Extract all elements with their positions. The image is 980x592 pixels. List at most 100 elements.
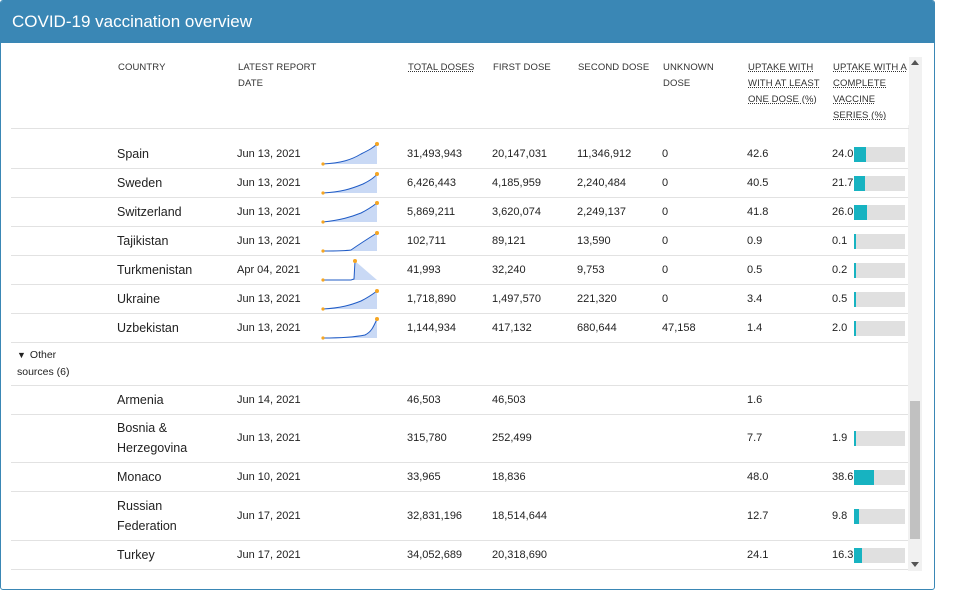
sparkline [321,140,383,168]
table-row[interactable]: Armenia Jun 14, 2021 46,503 46,503 1.6 [11,386,909,415]
table-row-partial [11,118,909,129]
table-row[interactable]: Russian Federation Jun 17, 2021 32,831,196… [11,492,909,541]
scroll-up-arrow-icon[interactable] [911,60,919,65]
sparkline-end-dot [375,231,379,235]
uptake-bar-fill [854,547,863,563]
header-country[interactable]: COUNTRY [118,62,166,73]
sparkline [321,227,383,255]
collapse-triangle-icon[interactable]: ▼ [17,350,26,360]
report-date: Jun 10, 2021 [237,471,301,483]
sparkline-chart [321,201,379,224]
sparkline-start-dot [321,162,325,166]
first-dose: 1,497,570 [492,293,541,305]
sparkline-end-dot [375,142,379,146]
country-name: Ukraine [117,292,161,306]
panel-title: COVID-19 vaccination overview [1,1,934,43]
vertical-scrollbar[interactable] [908,57,922,571]
uptake-bar-track [854,547,905,563]
sparkline-line [322,202,378,223]
uptake-bar-track [854,430,905,446]
scroll-thumb[interactable] [910,401,920,539]
uptake-at-least-one: 1.4 [747,322,763,334]
uptake-bar-track [854,262,905,278]
country-name: Turkmenistan [117,263,193,277]
table-row[interactable]: Turkey Jun 17, 2021 34,052,689 20,318,690 24… [11,541,909,570]
first-dose: 32,240 [492,264,526,276]
header-first-dose[interactable]: FIRST DOSE [493,62,551,73]
table-viewport: COUNTRY LATEST REPORT DATE TOTAL DOSES F… [1,43,921,573]
sparkline-chart [321,142,379,166]
table-row[interactable]: Uzbekistan Jun 13, 2021 1,144,934 417,132 68… [11,314,909,343]
uptake-at-least-one: 24.1 [747,549,769,561]
uptake-at-least-one: 0.9 [747,235,763,247]
country-name: Armenia [117,393,164,407]
sparkline-line [322,143,378,165]
uptake-bar-track [854,204,905,220]
uptake-at-least-one: 48.0 [747,471,769,483]
uptake-complete: 1.9 [832,432,848,444]
unknown-dose: 0 [662,177,669,189]
uptake-complete: 21.7 [832,177,854,189]
table-row[interactable]: Ukraine Jun 13, 2021 1,718,890 1,497,570 221… [11,285,909,314]
group-row-other-sources[interactable]: ▼ Other sources (6) [11,343,909,386]
group-label[interactable]: ▼ Other sources (6) [17,349,70,378]
uptake-bar [854,227,905,255]
country-name: Switzerland [117,205,182,219]
uptake-bar [854,285,905,313]
header-uptake-complete-series[interactable]: UPTAKE WITH A COMPLETE VACCINE SERIES (%… [833,62,907,121]
header-second-dose[interactable]: SECOND DOSE [578,62,650,73]
sparkline-end-dot [353,259,357,263]
first-dose: 252,499 [492,432,532,444]
header-total-doses[interactable]: TOTAL DOSES [408,62,475,73]
sparkline-end-dot [375,172,379,176]
uptake-bar [854,414,905,462]
table-row[interactable]: Tajikistan Jun 13, 2021 102,711 89,121 13,59… [11,227,909,256]
total-doses: 315,780 [407,432,447,444]
uptake-bar [854,169,905,197]
header-unknown-dose[interactable]: UNKNOWN DOSE [663,62,714,89]
sparkline-line [322,232,378,252]
uptake-at-least-one: 42.6 [747,148,769,160]
uptake-bar-fill [854,175,866,191]
sparkline-line [322,318,378,339]
unknown-dose: 0 [662,264,669,276]
header-uptake-at-least-one-dose[interactable]: UPTAKE WITH WITH AT LEAST ONE DOSE (%) [748,62,820,105]
total-doses: 102,711 [407,235,446,247]
sparkline-chart [321,231,379,253]
sparkline-line [322,173,378,194]
uptake-bar-fill [854,469,874,485]
unknown-dose: 0 [662,235,669,247]
total-doses: 31,493,943 [407,148,463,160]
total-doses: 41,993 [407,264,441,276]
unknown-dose: 0 [662,148,669,160]
uptake-complete: 0.1 [832,235,848,247]
second-dose: 2,240,484 [577,177,626,189]
table-row[interactable]: Turkmenistan Apr 04, 2021 41,993 32,240 9,75… [11,256,909,285]
uptake-at-least-one: 1.6 [747,394,763,406]
uptake-at-least-one: 12.7 [747,510,769,522]
sparkline [321,285,383,313]
sparkline-line [323,260,356,281]
uptake-bar-fill [854,262,856,278]
total-doses: 6,426,443 [407,177,456,189]
scroll-down-arrow-icon[interactable] [911,562,919,567]
uptake-complete: 24.0 [832,148,854,160]
uptake-bar-fill [854,204,868,220]
report-date: Jun 17, 2021 [237,549,301,561]
table-row[interactable]: Monaco Jun 10, 2021 33,965 18,836 48.0 38.6 [11,463,909,492]
table-row[interactable]: Switzerland Jun 13, 2021 5,869,211 3,620,07… [11,198,909,227]
table-row[interactable]: Spain Jun 13, 2021 31,493,943 20,147,031 11,… [11,140,909,169]
uptake-bar-track [854,469,905,485]
report-date: Jun 13, 2021 [237,206,301,218]
first-dose: 46,503 [492,394,526,406]
header-latest-report-date[interactable]: LATEST REPORT DATE [238,62,317,89]
sparkline-start-dot [321,278,325,282]
uptake-complete: 9.8 [832,510,848,522]
sparkline-area [323,291,377,309]
table-row[interactable]: Bosnia & Herzegovina Jun 13, 2021 315,780 2… [11,414,909,463]
uptake-bar [854,463,905,491]
sparkline-area [323,319,377,338]
uptake-bar-fill [854,430,856,446]
uptake-at-least-one: 3.4 [747,293,763,305]
table-row[interactable]: Sweden Jun 13, 2021 6,426,443 4,185,959 2,24… [11,169,909,198]
